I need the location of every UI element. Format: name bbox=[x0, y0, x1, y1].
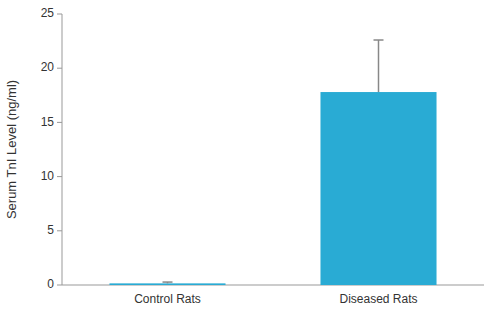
y-tick-label: 5 bbox=[47, 223, 54, 237]
chart-container: 0 5 10 15 20 25 Control Rats Diseased Rats Serum… bbox=[0, 0, 500, 321]
y-tick-label: 10 bbox=[41, 169, 55, 183]
y-axis-line bbox=[62, 14, 63, 285]
y-axis-label: Serum TnI Level (ng/ml) bbox=[4, 80, 19, 219]
y-tick bbox=[57, 176, 62, 177]
y-tick bbox=[57, 230, 62, 231]
bar bbox=[109, 283, 225, 285]
y-tick-label: 15 bbox=[41, 115, 55, 129]
x-tick-label: Control Rats bbox=[134, 292, 201, 306]
y-tick-label: 20 bbox=[41, 60, 55, 74]
y-tick-label: 25 bbox=[41, 6, 55, 20]
y-tick bbox=[57, 14, 62, 15]
error-bar bbox=[163, 282, 173, 283]
bar bbox=[320, 92, 436, 285]
x-tick-label: Diseased Rats bbox=[339, 292, 417, 306]
y-tick bbox=[57, 122, 62, 123]
plot-area bbox=[109, 40, 436, 285]
chart: 0 5 10 15 20 25 Control Rats Diseased Rats Serum… bbox=[0, 0, 500, 321]
axes: 0 5 10 15 20 25 Control Rats Diseased Rats bbox=[41, 6, 484, 306]
y-tick bbox=[57, 285, 62, 286]
y-tick bbox=[57, 68, 62, 69]
y-tick-label: 0 bbox=[47, 277, 54, 291]
error-bar bbox=[374, 40, 384, 92]
